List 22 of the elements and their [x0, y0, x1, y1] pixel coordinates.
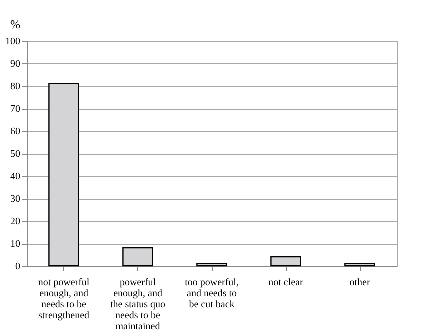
y-tick-label: 90 — [10, 59, 20, 70]
y-tick-label: 50 — [10, 149, 20, 160]
y-tick-label: 20 — [10, 216, 20, 228]
y-tick-label: 80 — [10, 82, 20, 92]
bar — [122, 247, 154, 267]
bar — [270, 256, 302, 267]
y-tick-label: 30 — [10, 194, 20, 205]
x-tick-label: not clear — [268, 278, 304, 288]
x-tick-label: too powerful, and needs to be cut back — [185, 278, 239, 310]
y-tick-label: 0 — [16, 262, 20, 272]
y-tick-label: 60 — [10, 126, 20, 138]
y-tick-label: 10 — [10, 239, 20, 250]
y-tick-label: 40 — [10, 172, 20, 182]
bar — [344, 263, 376, 267]
bar — [196, 263, 228, 267]
y-tick-label: 70 — [10, 104, 20, 115]
x-tick-label: other — [350, 278, 371, 288]
x-tick-label: powerful enough, and the status quo needs to be maintained — [110, 278, 166, 332]
y-tick-label: 100 — [6, 36, 20, 48]
y-axis-title: % — [10, 18, 20, 32]
bar — [48, 83, 80, 267]
x-tick-label: not powerful enough, and needs to be strengthened — [38, 278, 90, 322]
